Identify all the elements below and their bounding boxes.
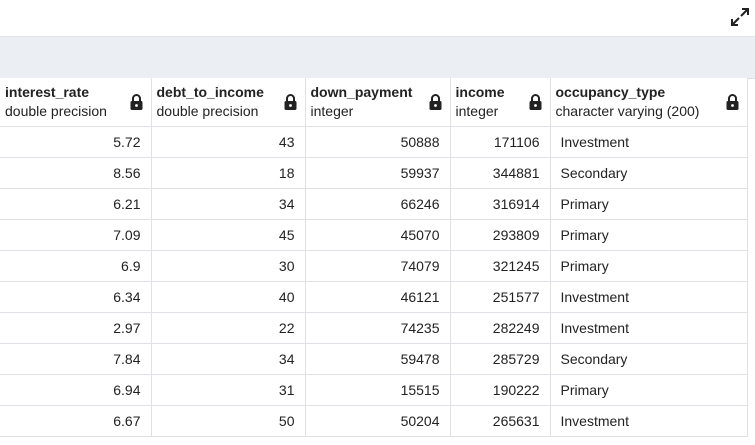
cell-debt-to-income[interactable]: 45 bbox=[151, 219, 306, 251]
lock-icon bbox=[130, 94, 142, 110]
cell-debt-to-income[interactable]: 43 bbox=[151, 126, 306, 158]
cell-income[interactable]: 293809 bbox=[450, 219, 551, 251]
cell-down-payment[interactable]: 15515 bbox=[305, 374, 451, 406]
grid-toolbar bbox=[0, 37, 755, 79]
column-name: occupancy_type bbox=[555, 84, 666, 100]
cell-down-payment[interactable]: 46121 bbox=[305, 281, 451, 313]
cell-income[interactable]: 344881 bbox=[450, 157, 551, 189]
cell-income[interactable]: 190222 bbox=[450, 374, 551, 406]
lock-icon bbox=[429, 94, 441, 110]
table-row[interactable]: 7.09 45 45070 293809 Primary bbox=[0, 219, 748, 251]
column-header-income[interactable]: income integer bbox=[450, 78, 551, 127]
cell-occupancy-type[interactable]: Primary bbox=[550, 374, 748, 406]
cell-down-payment[interactable]: 59937 bbox=[305, 157, 451, 189]
cell-interest-rate[interactable]: 7.09 bbox=[0, 219, 152, 251]
table-row[interactable]: 8.56 18 59937 344881 Secondary bbox=[0, 157, 748, 189]
table-row[interactable]: 6.9 30 74079 321245 Primary bbox=[0, 250, 748, 282]
table-row[interactable]: 5.72 43 50888 171106 Investment bbox=[0, 126, 748, 158]
table-body: 5.72 43 50888 171106 Investment 8.56 18 59937 34… bbox=[0, 126, 748, 437]
column-name: debt_to_income bbox=[156, 84, 264, 100]
panel-header bbox=[0, 0, 755, 37]
cell-occupancy-type[interactable]: Primary bbox=[550, 188, 748, 220]
cell-debt-to-income[interactable]: 40 bbox=[151, 281, 306, 313]
table-row[interactable]: 7.84 34 59478 285729 Secondary bbox=[0, 343, 748, 375]
table-row[interactable]: 6.34 40 46121 251577 Investment bbox=[0, 281, 748, 313]
cell-income[interactable]: 321245 bbox=[450, 250, 551, 282]
cell-interest-rate[interactable]: 6.34 bbox=[0, 281, 152, 313]
table-row[interactable]: 6.21 34 66246 316914 Primary bbox=[0, 188, 748, 220]
cell-interest-rate[interactable]: 6.9 bbox=[0, 250, 152, 282]
cell-income[interactable]: 282249 bbox=[450, 312, 551, 344]
cell-interest-rate[interactable]: 8.56 bbox=[0, 157, 152, 189]
column-header-occupancy-type[interactable]: occupancy_type character varying (200) bbox=[550, 78, 748, 127]
cell-occupancy-type[interactable]: Investment bbox=[550, 126, 748, 158]
column-type: character varying (200) bbox=[555, 103, 700, 119]
column-name: down_payment bbox=[310, 84, 413, 100]
cell-down-payment[interactable]: 59478 bbox=[305, 343, 451, 375]
lock-icon bbox=[726, 94, 738, 110]
cell-interest-rate[interactable]: 6.67 bbox=[0, 405, 152, 437]
table-row[interactable]: 6.94 31 15515 190222 Primary bbox=[0, 374, 748, 406]
cell-debt-to-income[interactable]: 18 bbox=[151, 157, 306, 189]
cell-income[interactable]: 265631 bbox=[450, 405, 551, 437]
cell-debt-to-income[interactable]: 50 bbox=[151, 405, 306, 437]
column-type: integer bbox=[310, 103, 354, 119]
cell-income[interactable]: 251577 bbox=[450, 281, 551, 313]
column-type: integer bbox=[455, 103, 499, 119]
table-row[interactable]: 6.67 50 50204 265631 Investment bbox=[0, 405, 748, 437]
cell-interest-rate[interactable]: 6.94 bbox=[0, 374, 152, 406]
cell-down-payment[interactable]: 66246 bbox=[305, 188, 451, 220]
cell-down-payment[interactable]: 74079 bbox=[305, 250, 451, 282]
cell-occupancy-type[interactable]: Secondary bbox=[550, 157, 748, 189]
cell-occupancy-type[interactable]: Investment bbox=[550, 312, 748, 344]
cell-down-payment[interactable]: 45070 bbox=[305, 219, 451, 251]
cell-occupancy-type[interactable]: Primary bbox=[550, 250, 748, 282]
cell-debt-to-income[interactable]: 34 bbox=[151, 188, 306, 220]
cell-down-payment[interactable]: 74235 bbox=[305, 312, 451, 344]
cell-income[interactable]: 285729 bbox=[450, 343, 551, 375]
column-type: double precision bbox=[156, 103, 259, 119]
column-name: interest_rate bbox=[5, 84, 90, 100]
cell-interest-rate[interactable]: 2.97 bbox=[0, 312, 152, 344]
expand-icon[interactable] bbox=[729, 6, 751, 28]
cell-debt-to-income[interactable]: 22 bbox=[151, 312, 306, 344]
column-name: income bbox=[455, 84, 505, 100]
lock-icon bbox=[529, 94, 541, 110]
cell-debt-to-income[interactable]: 31 bbox=[151, 374, 306, 406]
table-row[interactable]: 2.97 22 74235 282249 Investment bbox=[0, 312, 748, 344]
cell-income[interactable]: 171106 bbox=[450, 126, 551, 158]
cell-debt-to-income[interactable]: 30 bbox=[151, 250, 306, 282]
cell-income[interactable]: 316914 bbox=[450, 188, 551, 220]
cell-occupancy-type[interactable]: Investment bbox=[550, 405, 748, 437]
cell-down-payment[interactable]: 50888 bbox=[305, 126, 451, 158]
cell-down-payment[interactable]: 50204 bbox=[305, 405, 451, 437]
cell-occupancy-type[interactable]: Secondary bbox=[550, 343, 748, 375]
cell-occupancy-type[interactable]: Primary bbox=[550, 219, 748, 251]
cell-occupancy-type[interactable]: Investment bbox=[550, 281, 748, 313]
lock-icon bbox=[284, 94, 296, 110]
cell-interest-rate[interactable]: 5.72 bbox=[0, 126, 152, 158]
column-type: double precision bbox=[5, 103, 107, 119]
cell-interest-rate[interactable]: 7.84 bbox=[0, 343, 152, 375]
cell-debt-to-income[interactable]: 34 bbox=[151, 343, 306, 375]
cell-interest-rate[interactable]: 6.21 bbox=[0, 188, 152, 220]
